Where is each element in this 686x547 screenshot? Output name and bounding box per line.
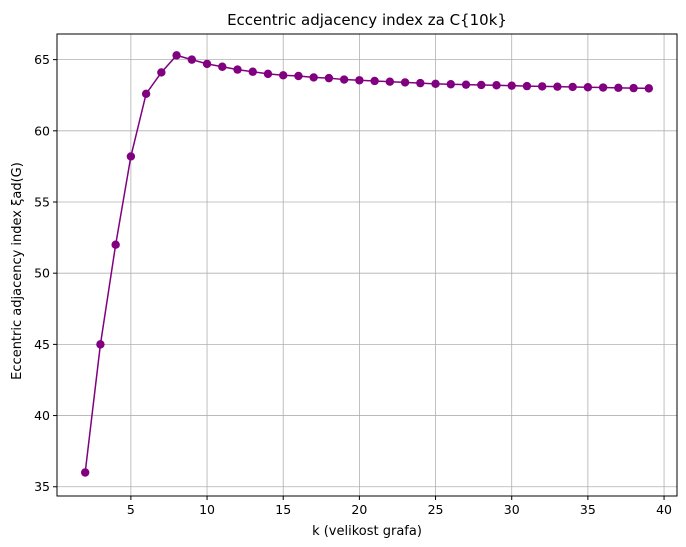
x-tick-label: 5	[127, 502, 135, 517]
data-point	[202, 59, 212, 69]
data-point	[629, 83, 638, 93]
data-point	[461, 80, 471, 89]
data-point	[614, 83, 623, 93]
x-tick-label: 10	[199, 502, 215, 517]
data-point	[553, 82, 562, 91]
data-point	[126, 152, 136, 161]
data-point	[583, 83, 593, 92]
data-point	[492, 81, 501, 90]
data-point	[339, 75, 349, 84]
x-tick-label: 25	[428, 502, 444, 517]
data-point	[598, 83, 608, 92]
x-tick-label: 30	[504, 502, 520, 517]
data-point	[446, 80, 455, 89]
data-point	[522, 81, 532, 91]
data-point	[477, 80, 486, 90]
data-point	[568, 82, 577, 92]
data-point	[507, 81, 516, 90]
data-point	[355, 76, 364, 85]
data-point	[431, 79, 440, 89]
data-point	[644, 84, 654, 93]
y-tick-label: 50	[34, 266, 50, 281]
data-point	[111, 240, 120, 249]
plot-frame	[56, 33, 678, 497]
y-tick-label: 60	[34, 123, 50, 138]
x-tick-label: 35	[580, 502, 596, 517]
data-point	[157, 68, 166, 77]
y-axis-label: Eccentric adjacency index ξad(G)	[10, 162, 25, 380]
y-tick-label: 65	[34, 52, 50, 67]
data-point	[324, 73, 334, 83]
y-tick-label: 45	[34, 337, 50, 352]
data-point	[263, 69, 273, 79]
data-point	[96, 340, 105, 349]
data-point	[80, 468, 90, 477]
x-axis-label: k (velikost grafa)	[312, 524, 422, 539]
grid-lines	[57, 34, 677, 496]
data-point	[187, 55, 197, 64]
data-point	[218, 62, 227, 71]
data-point	[309, 73, 318, 82]
data-point	[141, 89, 151, 98]
data-point	[294, 71, 303, 81]
data-point	[279, 71, 288, 80]
chart-title: Eccentric adjacency index za C{10k}	[227, 11, 507, 29]
data-point	[172, 51, 181, 60]
data-point	[537, 82, 547, 91]
x-tick-label: 15	[275, 502, 291, 517]
x-tick-label: 20	[351, 502, 367, 517]
data-point	[233, 65, 242, 74]
y-tick-label: 55	[34, 195, 50, 210]
x-tick-label: 40	[656, 502, 672, 517]
data-point	[400, 78, 410, 87]
data-point	[248, 67, 257, 76]
data-point	[370, 76, 379, 86]
data-point	[416, 78, 425, 88]
y-tick-label: 35	[34, 479, 50, 494]
series-layer	[80, 51, 654, 477]
axis-ticks: 5 10 15 20 25 30 35 40 35 40 45 50 55 60 65	[34, 52, 672, 517]
y-tick-label: 40	[34, 408, 50, 423]
data-point	[385, 77, 395, 86]
